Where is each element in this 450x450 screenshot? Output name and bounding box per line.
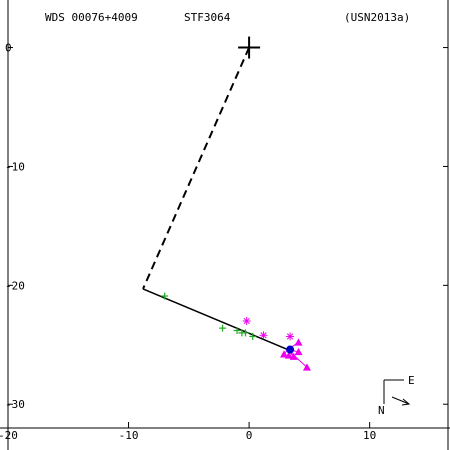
y-tick-labels: 0 -10 -20 -30 [5,42,25,412]
green-plus-marker [219,324,227,332]
y-tick-label: -30 [5,398,25,411]
green-plus-marker [241,329,249,337]
magenta-asterisk-points [242,317,295,341]
wds-id-label: WDS 00076+4009 [45,11,138,24]
y-tick-label: -20 [5,279,25,292]
x-tick-label: -10 [119,429,139,442]
x-tick-label: 0 [246,429,253,442]
green-plus-points [161,292,257,340]
green-plus-marker [249,332,257,340]
green-plus-marker [161,292,169,300]
compass-north-label: N [378,404,385,417]
axis-ticks [7,47,448,428]
primary-star-marker [238,36,261,59]
x-tick-labels: -20 -10 0 10 [0,429,376,442]
magenta-asterisk-marker [286,332,295,341]
green-plus-marker [233,327,241,335]
periastron-line [142,47,251,290]
orbit-arc [142,288,288,351]
y-tick-label: -10 [5,160,25,173]
compass-east-label: E [408,374,415,387]
blue-circle-marker [286,345,295,354]
magenta-asterisk-marker [259,331,268,340]
reference-label: (USN2013a) [344,11,410,24]
discoverer-label: STF3064 [184,11,231,24]
blue-circle-points [286,345,295,354]
orbit-lines [142,47,288,351]
x-tick-label: -20 [0,429,18,442]
y-tick-label: 0 [5,42,12,55]
motion-arrow-head [401,398,411,406]
compass: E N [378,374,415,417]
x-tick-label: 10 [363,429,376,442]
motion-arrow-shaft [391,396,410,405]
magenta-asterisk-marker [242,317,251,325]
